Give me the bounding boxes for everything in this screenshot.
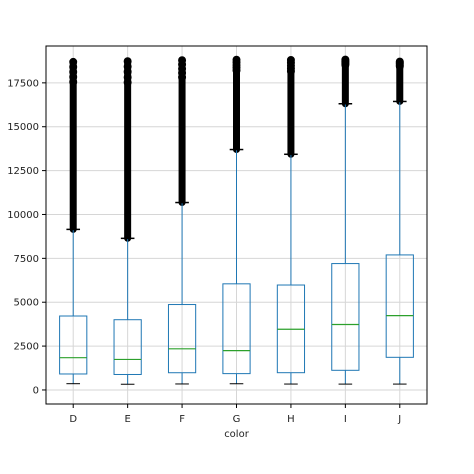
outlier-point (286, 55, 295, 64)
y-tick-label: 7500 (14, 254, 39, 265)
outlier-point (232, 58, 241, 67)
box-iqr (331, 263, 360, 371)
outlier-point (178, 56, 187, 65)
y-tick-label: 2500 (14, 342, 39, 353)
outlier-point (69, 62, 78, 71)
outlier-point (178, 60, 187, 69)
outlier-point (123, 73, 132, 82)
y-tick-label: 5000 (14, 298, 39, 309)
x-axis-title: color (224, 429, 250, 440)
outlier-point (123, 57, 132, 66)
outlier-point (286, 61, 295, 70)
outlier-point (286, 67, 295, 76)
x-tick-label: F (179, 414, 185, 425)
outlier-point (69, 78, 78, 87)
box-i (331, 55, 360, 385)
box-iqr (222, 283, 251, 375)
box-h (276, 55, 306, 385)
outlier-point (123, 67, 132, 76)
outlier-point (395, 62, 404, 71)
box-iqr (167, 304, 197, 374)
box-d (59, 57, 88, 385)
box-j (385, 57, 414, 385)
box-e (113, 57, 142, 385)
outlier-point (178, 64, 187, 73)
outlier-point (178, 73, 187, 82)
x-tick-label: G (233, 414, 241, 425)
y-tick-label: 17500 (7, 78, 39, 89)
outlier-point (232, 61, 241, 70)
outlier-point (341, 60, 350, 69)
x-tick-label: D (69, 414, 77, 425)
outlier-point (232, 55, 241, 64)
outlier-point (69, 67, 78, 76)
outlier-point (178, 69, 187, 78)
box-g (222, 55, 251, 385)
outlier-point (286, 58, 295, 67)
outlier-point (123, 78, 132, 87)
y-tick-label: 12500 (7, 166, 39, 177)
outlier-point (69, 72, 78, 81)
box-series (59, 55, 414, 385)
outlier-point (286, 64, 295, 73)
box-iqr (113, 319, 142, 375)
y-tick-label: 0 (33, 385, 39, 396)
y-axis: 0 2500 5000 7500 10000 12500 15000 17500 (7, 78, 46, 396)
x-tick-label: E (124, 414, 130, 425)
y-tick-label: 15000 (7, 122, 39, 133)
x-tick-label: H (287, 414, 295, 425)
outlier-point (232, 63, 241, 72)
y-tick-label: 10000 (7, 210, 39, 221)
outlier-point (123, 62, 132, 71)
outlier-point (69, 57, 78, 66)
x-tick-label: J (397, 414, 401, 425)
box-f (167, 56, 197, 385)
x-tick-label: I (344, 414, 347, 425)
box-iqr (59, 315, 88, 375)
box-iqr (385, 254, 414, 358)
outlier-point (232, 66, 241, 75)
x-axis: D E F G H I J (69, 404, 401, 425)
